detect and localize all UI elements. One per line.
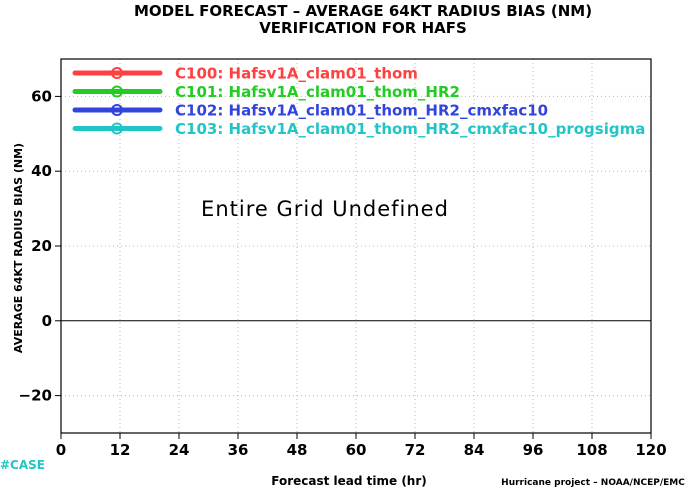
x-tick-label: 84: [464, 441, 485, 459]
x-tick-label: 36: [228, 441, 249, 459]
x-tick-label: 60: [346, 441, 367, 459]
y-tick-label: 20: [31, 237, 52, 255]
y-tick-label: 0: [42, 312, 52, 330]
legend-marker: [111, 85, 123, 98]
x-axis-ticks: 0 12 24 36 48 60 72 84 96 108 120: [56, 433, 667, 459]
case-label: #CASE: [0, 458, 45, 472]
credit-text: Hurricane project – NOAA/NCEP/EMC: [501, 478, 685, 488]
chart-subtitle: VERIFICATION FOR HAFS: [259, 19, 467, 37]
x-tick-label: 24: [169, 441, 190, 459]
legend-label: C102: Hafsv1A_clam01_thom_HR2_cmxfac10: [175, 102, 548, 120]
legend-label: C103: Hafsv1A_clam01_thom_HR2_cmxfac10_p…: [175, 120, 645, 138]
y-axis-ticks: −20 0 20 40 60: [19, 87, 61, 405]
chart-title: MODEL FORECAST – AVERAGE 64KT RADIUS BIA…: [134, 2, 592, 20]
x-axis-label: Forecast lead time (hr): [271, 474, 427, 488]
legend-label: C101: Hafsv1A_clam01_thom_HR2: [175, 83, 460, 101]
x-tick-label: 96: [523, 441, 544, 459]
x-tick-label: 108: [576, 441, 607, 459]
x-tick-label: 120: [635, 441, 666, 459]
legend-marker: [111, 67, 123, 79]
legend-label: C100: Hafsv1A_clam01_thom: [175, 65, 418, 83]
x-tick-label: 0: [56, 441, 66, 459]
x-tick-label: 12: [110, 441, 131, 459]
x-tick-label: 48: [287, 441, 308, 459]
y-tick-label: −20: [19, 387, 52, 405]
legend-marker: [111, 122, 123, 135]
y-axis-label: AVERAGE 64KT RADIUS BIAS (NM): [12, 143, 25, 353]
undefined-grid-annotation: Entire Grid Undefined: [201, 197, 449, 221]
y-tick-label: 60: [31, 87, 52, 105]
x-tick-label: 72: [405, 441, 426, 459]
legend-marker: [111, 104, 123, 116]
y-tick-label: 40: [31, 162, 52, 180]
